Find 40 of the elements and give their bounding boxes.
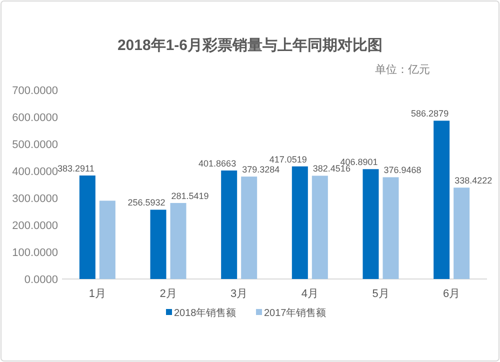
legend-label: 2017年销售额 — [264, 307, 326, 319]
bar — [362, 169, 379, 279]
data-label: 338.4222 — [454, 176, 492, 186]
y-tick-label: 500.0000 — [12, 139, 58, 151]
data-label: 256.5932 — [128, 198, 166, 208]
data-label: 382.4516 — [312, 164, 350, 174]
data-label: 281.5419 — [171, 190, 209, 201]
y-tick-label: 100.0000 — [12, 247, 58, 259]
y-tick-label: 200.0000 — [12, 220, 58, 232]
chart-title: 2018年1-6月彩票销量与上年同期对比图 — [117, 37, 383, 54]
data-label: 379.3284 — [242, 164, 280, 175]
y-tick-label: 600.0000 — [12, 112, 58, 124]
data-label: 383.2911 — [58, 164, 94, 174]
y-tick-label: 0.0000 — [24, 274, 58, 286]
x-tick-label: 1月 — [88, 288, 106, 300]
bar — [454, 188, 470, 279]
x-tick-label: 5月 — [372, 288, 390, 300]
data-label: 401.8663 — [198, 158, 236, 168]
chart-subtitle: 单位：亿元 — [375, 63, 430, 76]
data-label: 417.0519 — [269, 154, 307, 164]
bar — [99, 200, 116, 279]
x-tick-label: 3月 — [230, 288, 248, 300]
bar — [312, 176, 328, 279]
y-tick-label: 300.0000 — [12, 193, 58, 205]
bar — [221, 170, 238, 279]
bar — [170, 202, 186, 279]
bar — [434, 120, 450, 279]
x-tick-label: 4月 — [301, 288, 318, 300]
bar — [241, 176, 258, 279]
bar — [382, 177, 399, 279]
x-tick-label: 2月 — [160, 288, 177, 300]
bar — [292, 166, 308, 279]
bar — [150, 210, 166, 279]
y-tick-label: 700.0000 — [12, 85, 58, 97]
x-tick-label: 6月 — [443, 288, 460, 300]
y-tick-label: 400.0000 — [12, 166, 58, 178]
bar — [79, 176, 96, 279]
data-label: 376.9468 — [384, 165, 422, 176]
legend-label: 2018年销售额 — [174, 307, 236, 319]
data-label: 586.2879 — [411, 108, 449, 119]
